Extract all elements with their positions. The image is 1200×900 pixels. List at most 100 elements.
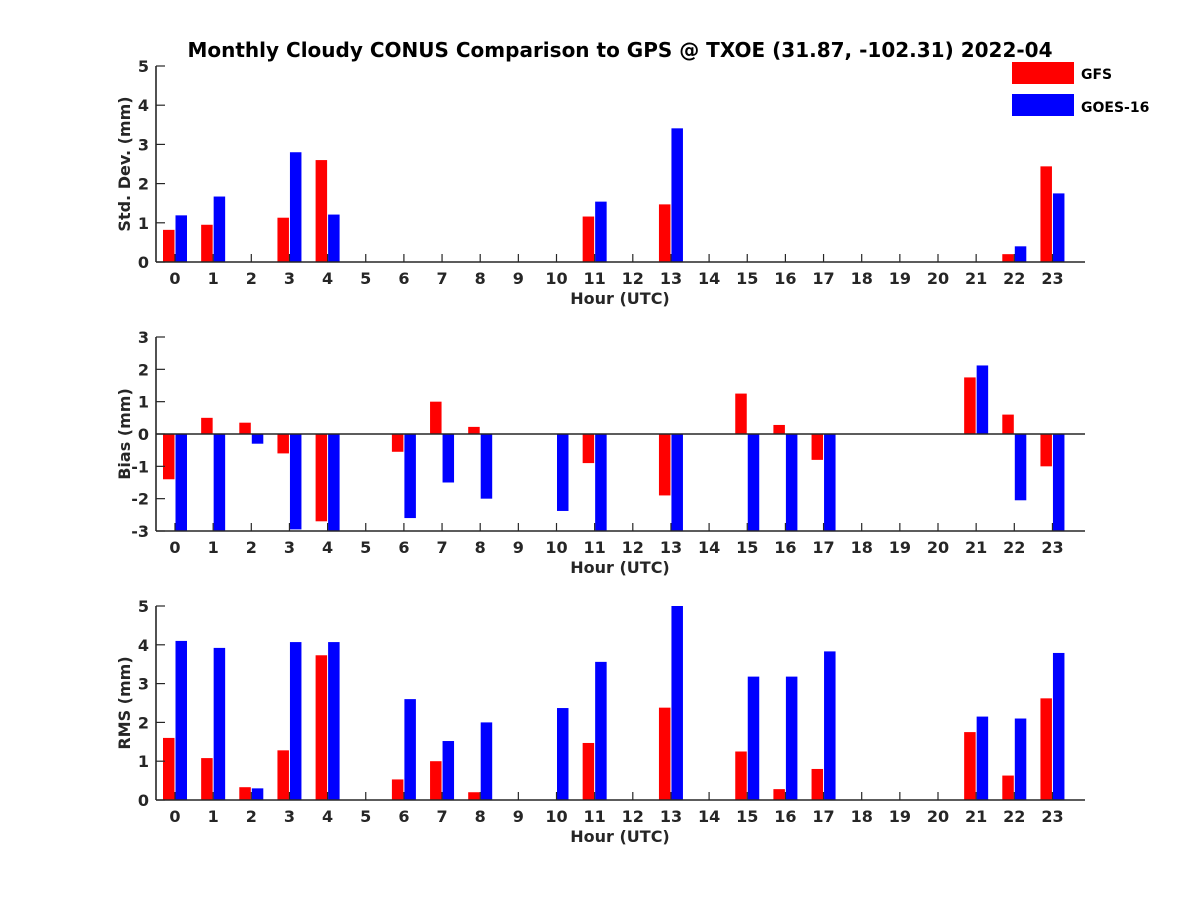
bar-goes-16-hour-7 — [442, 434, 455, 483]
x-tick-label-19: 19 — [889, 269, 911, 288]
bar-goes-16-hour-1 — [213, 196, 226, 262]
bar-goes-16-hour-17 — [824, 651, 836, 800]
chart-title: Monthly Cloudy CONUS Comparison to GPS @… — [187, 38, 1052, 62]
bar-gfs-hour-17 — [811, 768, 824, 800]
x-tick-label-7: 7 — [436, 807, 447, 826]
x-tick-label-11: 11 — [584, 807, 606, 826]
x-tick-label-11: 11 — [584, 538, 606, 557]
x-tick-label-8: 8 — [475, 807, 486, 826]
bar-goes-16-hour-3 — [289, 642, 302, 800]
x-tick-label-18: 18 — [851, 269, 873, 288]
bar-gfs-hour-3 — [277, 750, 289, 800]
bar-goes-16-hour-23 — [1052, 193, 1065, 262]
bar-goes-16-hour-6 — [404, 699, 416, 800]
x-tick-label-12: 12 — [622, 538, 644, 557]
x-tick-label-22: 22 — [1003, 538, 1025, 557]
legend-swatch-goes16 — [1012, 94, 1074, 116]
y-tick-label: 4 — [138, 96, 149, 115]
x-tick-label-0: 0 — [169, 269, 180, 288]
bar-goes-16-hour-13 — [671, 434, 683, 531]
bar-gfs-hour-1 — [201, 417, 213, 434]
bar-goes-16-hour-4 — [328, 642, 340, 800]
x-tick-label-15: 15 — [736, 807, 758, 826]
x-axis-label: Hour (UTC) — [570, 289, 670, 308]
x-tick-label-20: 20 — [927, 269, 949, 288]
x-tick-label-13: 13 — [660, 807, 682, 826]
x-tick-label-11: 11 — [584, 269, 606, 288]
x-tick-label-16: 16 — [774, 538, 796, 557]
bar-gfs-hour-16 — [773, 424, 785, 434]
bar-gfs-hour-8 — [468, 792, 480, 800]
y-tick-label: 4 — [138, 636, 149, 655]
x-tick-label-10: 10 — [545, 269, 567, 288]
x-tick-label-18: 18 — [851, 807, 873, 826]
bar-gfs-hour-22 — [1002, 775, 1014, 800]
bar-gfs-hour-21 — [964, 377, 976, 434]
bar-goes-16-hour-7 — [442, 741, 455, 800]
y-tick-label: -2 — [131, 490, 149, 509]
bar-goes-16-hour-13 — [671, 128, 683, 262]
x-tick-label-17: 17 — [812, 269, 834, 288]
x-tick-label-15: 15 — [736, 269, 758, 288]
bar-gfs-hour-3 — [277, 217, 289, 262]
bar-gfs-hour-21 — [964, 732, 976, 800]
bar-goes-16-hour-8 — [480, 722, 493, 800]
x-tick-label-19: 19 — [889, 807, 911, 826]
panel-bars — [163, 606, 1065, 800]
x-tick-label-16: 16 — [774, 807, 796, 826]
x-tick-label-20: 20 — [927, 538, 949, 557]
bar-gfs-hour-7 — [430, 761, 442, 800]
bar-gfs-hour-22 — [1002, 254, 1014, 262]
bar-goes-16-hour-6 — [404, 434, 416, 519]
bar-gfs-hour-13 — [658, 204, 671, 262]
bar-gfs-hour-4 — [315, 655, 328, 800]
bar-goes-16-hour-4 — [328, 434, 340, 531]
bar-gfs-hour-22 — [1002, 414, 1014, 434]
bar-goes-16-hour-23 — [1052, 434, 1065, 531]
x-tick-label-15: 15 — [736, 538, 758, 557]
x-tick-label-2: 2 — [246, 538, 257, 557]
bar-goes-16-hour-11 — [595, 661, 607, 800]
x-tick-label-8: 8 — [475, 269, 486, 288]
bar-gfs-hour-4 — [315, 160, 328, 262]
x-tick-label-6: 6 — [398, 807, 409, 826]
y-tick-label: 2 — [138, 713, 149, 732]
x-tick-label-0: 0 — [169, 807, 180, 826]
x-tick-label-21: 21 — [965, 807, 987, 826]
x-tick-label-6: 6 — [398, 269, 409, 288]
y-tick-label: 1 — [138, 214, 149, 233]
bar-gfs-hour-8 — [468, 426, 480, 434]
x-tick-label-21: 21 — [965, 269, 987, 288]
x-tick-label-17: 17 — [812, 538, 834, 557]
x-tick-label-12: 12 — [622, 269, 644, 288]
x-tick-label-3: 3 — [284, 538, 295, 557]
y-axis-label: RMS (mm) — [115, 656, 134, 749]
bar-gfs-hour-11 — [582, 216, 595, 262]
x-tick-label-4: 4 — [322, 269, 333, 288]
x-tick-label-10: 10 — [545, 538, 567, 557]
bar-gfs-hour-15 — [735, 393, 747, 434]
y-tick-label: 0 — [138, 253, 149, 272]
x-tick-label-13: 13 — [660, 269, 682, 288]
x-tick-label-0: 0 — [169, 538, 180, 557]
panel-bars — [163, 365, 1065, 531]
panel-bars — [163, 128, 1065, 262]
x-tick-label-18: 18 — [851, 538, 873, 557]
bar-goes-16-hour-0 — [175, 640, 187, 800]
bar-goes-16-hour-23 — [1052, 652, 1065, 800]
x-tick-label-12: 12 — [622, 807, 644, 826]
x-tick-label-16: 16 — [774, 269, 796, 288]
y-tick-label: 3 — [138, 328, 149, 347]
bar-goes-16-hour-16 — [785, 676, 798, 800]
bar-goes-16-hour-15 — [747, 676, 760, 800]
x-tick-label-2: 2 — [246, 807, 257, 826]
legend-label-goes16: GOES-16 — [1081, 100, 1149, 116]
x-tick-label-14: 14 — [698, 538, 720, 557]
bar-goes-16-hour-22 — [1014, 718, 1027, 800]
legend-swatch-gfs — [1012, 62, 1074, 84]
x-tick-label-1: 1 — [208, 807, 219, 826]
bar-gfs-hour-2 — [239, 787, 251, 800]
x-tick-label-14: 14 — [698, 807, 720, 826]
